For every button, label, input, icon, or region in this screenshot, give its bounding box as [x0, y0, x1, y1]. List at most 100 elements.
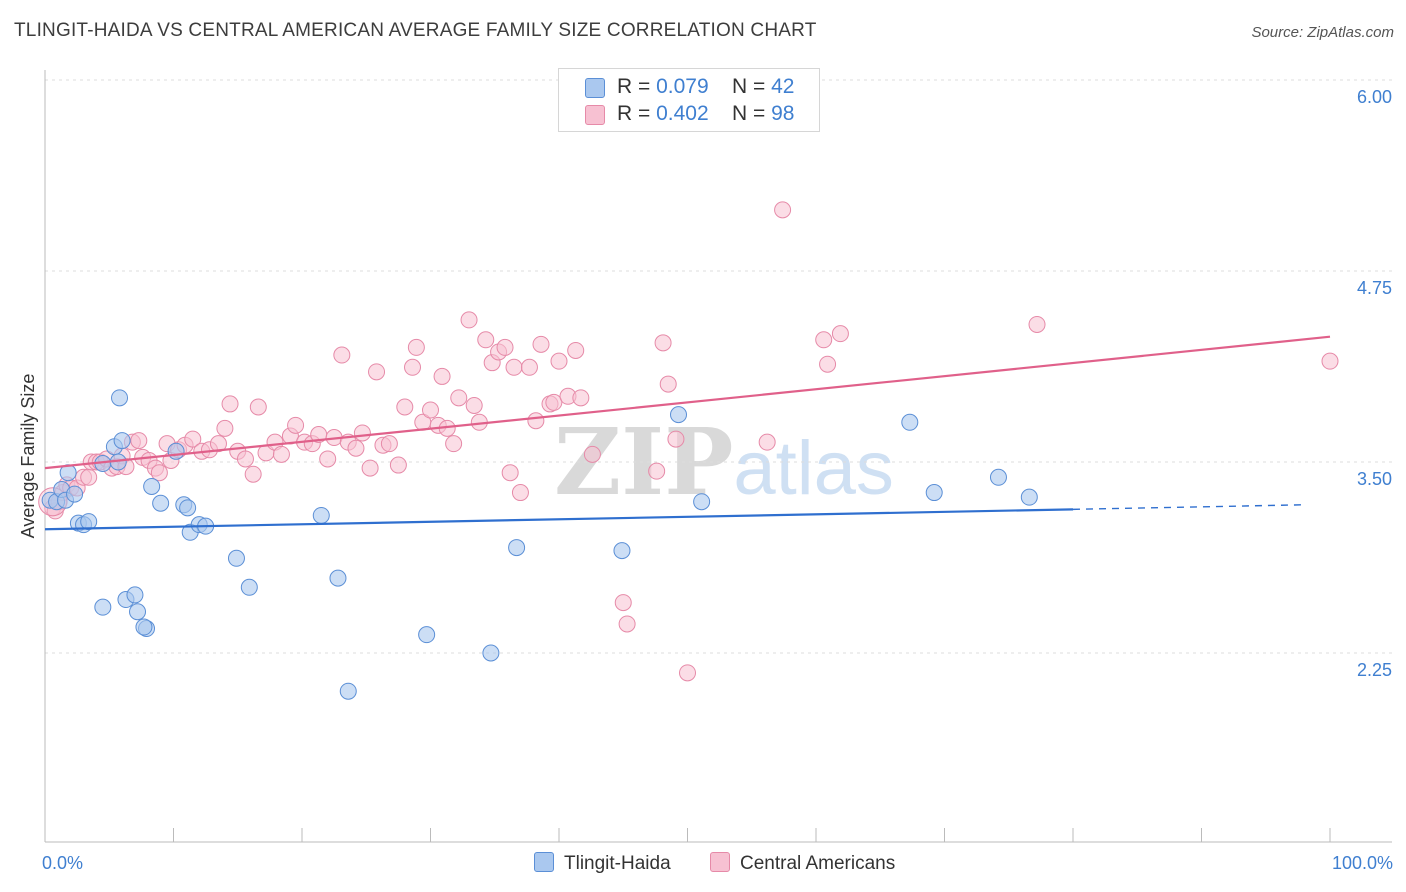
central-americans-point: [477, 331, 495, 349]
central-americans-point: [505, 358, 523, 376]
central-americans-point: [216, 419, 234, 437]
central-americans-point: [774, 201, 792, 219]
central-americans-point: [272, 445, 290, 463]
tlingit-haida-point: [925, 484, 943, 502]
legend-text: R = 0.402 N = 98: [617, 102, 794, 126]
central-americans-point: [347, 439, 365, 457]
central-americans-point: [815, 331, 833, 349]
central-americans-point: [150, 464, 168, 482]
central-americans-point: [433, 367, 451, 385]
tlingit-haida-point: [126, 586, 144, 604]
central-americans-point: [130, 432, 148, 450]
legend-n-value: 98: [771, 102, 795, 125]
central-americans-point: [450, 389, 468, 407]
tlingit-haida-point: [227, 549, 245, 567]
central-americans-point: [445, 435, 463, 453]
central-americans-point: [659, 375, 677, 393]
central-americans-point: [614, 594, 632, 612]
central-americans-point: [520, 358, 538, 376]
tlingit-haida-point: [670, 406, 688, 424]
central-americans-point: [380, 435, 398, 453]
legend-text: R = 0.079 N = 42: [617, 75, 794, 99]
y-tick-label: 6.00: [1357, 87, 1392, 107]
x-tick-label: 0.0%: [42, 853, 83, 873]
grid: [45, 79, 1392, 654]
legend-r-label: R =: [617, 102, 651, 125]
tlingit-haida-point: [152, 494, 170, 512]
bottom-legend-swatch-blue: [534, 852, 554, 872]
central-americans-point: [1028, 315, 1046, 333]
tlingit-haida-point: [339, 682, 357, 700]
tlingit-haida-point: [613, 542, 631, 560]
central-americans-point: [819, 355, 837, 373]
central-americans-point: [333, 346, 351, 364]
bottom-legend-central-americans: Central Americans: [710, 852, 895, 875]
central-americans-point: [236, 450, 254, 468]
central-americans-point: [572, 389, 590, 407]
legend-swatch-blue: [585, 78, 605, 98]
central-americans-point: [361, 459, 379, 477]
source-label: Source: ZipAtlas.com: [1251, 24, 1394, 41]
central-americans-series: [38, 201, 1339, 682]
tlingit-haida-trend-line: [44, 508, 1074, 531]
central-americans-point: [532, 335, 550, 353]
tlingit-haida-point: [901, 413, 919, 431]
central-americans-point: [758, 433, 776, 451]
legend-n-value: 42: [771, 75, 795, 98]
central-americans-point: [249, 398, 267, 416]
tlingit-haida-point: [135, 618, 153, 636]
central-americans-point: [545, 393, 563, 411]
central-americans-point: [221, 395, 239, 413]
tlingit-haida-point: [167, 442, 185, 460]
tlingit-haida-point: [143, 477, 161, 495]
legend-r-label: R =: [617, 75, 651, 98]
central-americans-point: [550, 352, 568, 370]
legend: R = 0.079 N = 42 R = 0.402 N = 98: [558, 68, 820, 132]
central-americans-point: [648, 462, 666, 480]
central-americans-point: [422, 401, 439, 419]
y-tick-label: 2.25: [1357, 660, 1392, 680]
tlingit-haida-trend-extension: [1072, 504, 1305, 511]
central-americans-point: [407, 338, 425, 356]
central-americans-point: [496, 338, 514, 356]
central-americans-point: [209, 435, 227, 453]
central-americans-point: [319, 450, 337, 468]
central-americans-point: [465, 396, 483, 414]
legend-n-label: N =: [732, 75, 766, 98]
bottom-legend-label: Tlingit-Haida: [564, 853, 671, 874]
tlingit-haida-point: [418, 626, 436, 644]
tlingit-haida-point: [80, 513, 98, 531]
legend-n-label: N =: [732, 102, 766, 125]
chart-title: TLINGIT-HAIDA VS CENTRAL AMERICAN AVERAG…: [14, 20, 817, 41]
central-americans-point: [511, 484, 529, 502]
central-americans-point: [287, 416, 305, 434]
central-americans-point: [1321, 352, 1339, 370]
bottom-legend-tlingit-haida: Tlingit-Haida: [534, 852, 671, 875]
central-americans-point: [184, 430, 202, 448]
y-tick-label: 4.75: [1357, 278, 1392, 298]
central-americans-point: [618, 615, 636, 633]
legend-swatch-pink: [585, 105, 605, 125]
bottom-legend-swatch-pink: [710, 852, 730, 872]
central-americans-point: [667, 430, 685, 448]
central-americans-point: [679, 664, 696, 682]
tlingit-haida-point: [508, 539, 526, 557]
tlingit-haida-point: [129, 603, 147, 621]
tlingit-haida-point: [989, 468, 1007, 486]
central-americans-point: [460, 311, 478, 329]
central-americans-point: [654, 334, 672, 352]
tick-labels: 2.25 3.50 4.75 6.00 0.0% 100.0% Average Family…: [18, 87, 1393, 873]
central-americans-point: [244, 465, 262, 483]
central-americans-point: [396, 398, 414, 416]
legend-r-value: 0.079: [656, 75, 709, 98]
trend-lines: [44, 335, 1331, 531]
tlingit-haida-point: [240, 578, 258, 596]
y-axis-label: Average Family Size: [18, 374, 38, 539]
tlingit-haida-point: [312, 506, 330, 524]
tlingit-haida-point: [179, 499, 197, 517]
central-americans-point: [567, 341, 585, 359]
tlingit-haida-point: [113, 432, 131, 450]
central-americans-point: [80, 468, 98, 486]
tlingit-haida-point: [111, 389, 129, 407]
